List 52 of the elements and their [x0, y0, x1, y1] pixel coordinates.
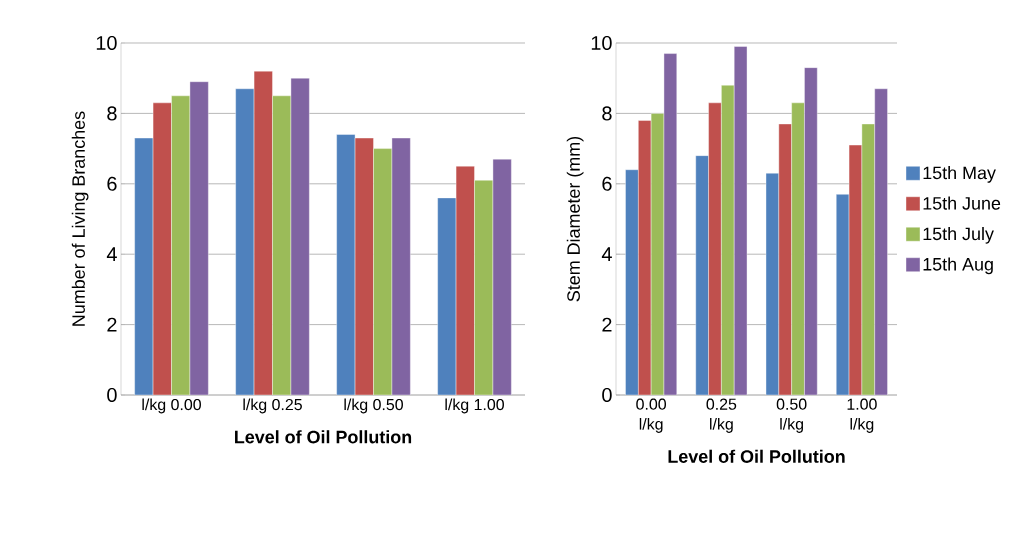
bar — [874, 88, 888, 395]
bar — [804, 67, 818, 395]
y-tick-label: 10 — [591, 35, 612, 51]
bar — [373, 148, 393, 395]
bar — [253, 70, 273, 395]
bar — [791, 102, 805, 395]
bar — [152, 102, 172, 395]
x-tick-label: l/kg 0.00 — [142, 398, 201, 414]
y-tick-label: 2 — [602, 317, 612, 332]
legend-label: 15th July — [923, 226, 994, 244]
bar — [235, 88, 255, 395]
bar — [695, 155, 709, 395]
y-tick-label: 10 — [96, 35, 117, 51]
y-tick-label: 8 — [602, 106, 612, 121]
x-tick-label: l/kg 0.25 — [243, 398, 302, 414]
legend-label: 15th June — [923, 196, 1001, 210]
y-axis-title: Stem Diameter (mm) — [566, 136, 584, 302]
y-tick-label: 6 — [602, 176, 612, 191]
bar — [189, 81, 209, 395]
x-tick-label: 0.00 l/kg — [636, 398, 667, 433]
bar — [708, 102, 722, 395]
bar — [474, 180, 494, 395]
bar — [272, 95, 292, 395]
x-tick-label: 1.00 l/kg — [847, 398, 877, 433]
y-tick-label: 6 — [107, 176, 117, 191]
x-axis-title: Level of Oil Pollution — [668, 449, 845, 463]
bar — [455, 166, 475, 395]
bar — [492, 158, 512, 395]
bar — [721, 85, 735, 395]
bar — [391, 137, 411, 395]
bar — [778, 123, 792, 395]
bar — [336, 134, 356, 395]
x-axis-title: Level of Oil Pollution — [235, 430, 412, 444]
y-tick-label: 0 — [107, 387, 117, 403]
y-tick-label: 4 — [106, 247, 117, 262]
bar — [290, 78, 310, 395]
y-tick-label: 4 — [601, 247, 612, 262]
bar — [625, 169, 639, 395]
legend-label: 15th Aug — [923, 257, 993, 275]
legend-label: 15th May — [923, 166, 996, 183]
bar — [437, 197, 457, 395]
x-tick-label: l/kg 0.50 — [344, 398, 403, 414]
y-axis-title: Number of Living Branches — [71, 111, 89, 326]
bar — [134, 137, 154, 395]
x-tick-label: 0.25 l/kg — [706, 398, 737, 433]
x-tick-label: l/kg 1.00 — [445, 398, 504, 414]
y-tick-label: 0 — [602, 387, 612, 403]
bar — [171, 95, 191, 395]
x-tick-label: 0.50 l/kg — [776, 398, 807, 433]
y-tick-label: 2 — [107, 317, 117, 332]
y-tick-label: 8 — [107, 106, 117, 121]
bar — [354, 137, 374, 395]
